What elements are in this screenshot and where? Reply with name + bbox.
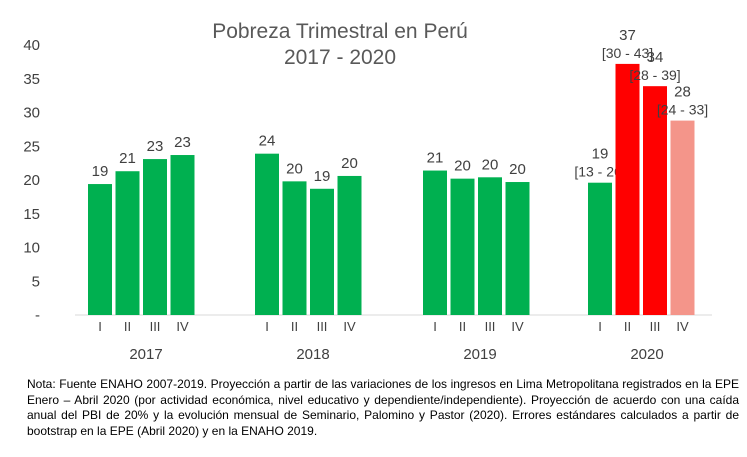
bar — [588, 182, 612, 315]
data-label: 20 — [286, 160, 303, 177]
quarter-label: I — [598, 319, 602, 334]
y-tick-label: 20 — [23, 172, 40, 189]
data-label: 24 — [259, 133, 276, 150]
bar — [282, 181, 307, 315]
y-tick-label: 40 — [23, 37, 40, 54]
data-label: 19 — [592, 146, 609, 163]
data-label: 34 — [647, 49, 664, 66]
chart-title: Pobreza Trimestral en Perú — [212, 20, 468, 43]
data-label: 21 — [427, 150, 444, 167]
bar — [643, 86, 667, 315]
bar — [115, 171, 140, 315]
year-label: 2019 — [463, 346, 496, 363]
data-label: 21 — [119, 150, 136, 167]
bar — [88, 184, 112, 315]
quarter-label: III — [485, 319, 496, 334]
data-label: 19 — [314, 168, 331, 185]
data-label: 37 — [619, 27, 636, 44]
data-label: 23 — [174, 134, 191, 151]
data-label: 20 — [509, 161, 526, 178]
error-range-label: [24 - 33] — [657, 102, 708, 118]
quarter-label: I — [433, 319, 437, 334]
bar — [255, 153, 279, 315]
bar — [615, 63, 640, 316]
y-tick-label: 15 — [23, 206, 40, 223]
y-tick-label: 5 — [32, 273, 40, 290]
quarter-label: III — [317, 319, 328, 334]
data-label: 20 — [482, 156, 499, 173]
error-range-label: [28 - 39] — [629, 67, 680, 83]
year-label: 2020 — [630, 346, 663, 363]
y-tick-label: 25 — [23, 138, 40, 155]
quarter-label: II — [291, 319, 298, 334]
quarter-label: IV — [176, 319, 189, 334]
bar — [337, 175, 362, 315]
error-range-label: [30 - 43] — [602, 45, 653, 61]
quarter-label: I — [265, 319, 269, 334]
quarter-label: III — [650, 319, 661, 334]
chart-subtitle: 2017 - 2020 — [283, 46, 397, 69]
data-label: 20 — [454, 158, 471, 175]
data-label: 19 — [92, 163, 109, 180]
y-tick-label: 35 — [23, 71, 40, 88]
poverty-bar-chart: -51015202530354019I21II23III23IV201724I2… — [23, 27, 712, 363]
bar — [450, 178, 475, 315]
y-tick-label: 10 — [23, 240, 40, 257]
data-label: 23 — [147, 138, 164, 155]
quarter-label: I — [98, 319, 102, 334]
bar — [310, 188, 334, 315]
error-range-label: [13 - 26] — [574, 164, 625, 180]
quarter-label: IV — [676, 319, 689, 334]
data-label: 28 — [674, 84, 691, 101]
bar — [170, 155, 195, 315]
quarter-label: IV — [343, 319, 356, 334]
y-tick-label: 30 — [23, 105, 40, 122]
footnote: Nota: Fuente ENAHO 2007-2019. Proyección… — [27, 377, 739, 438]
quarter-label: IV — [511, 319, 524, 334]
bar — [670, 120, 695, 315]
bar — [143, 159, 167, 315]
bar — [505, 182, 530, 315]
bar — [478, 177, 502, 315]
data-label: 20 — [341, 155, 358, 172]
year-label: 2017 — [129, 346, 162, 363]
year-label: 2018 — [296, 346, 329, 363]
quarter-label: III — [150, 319, 161, 334]
bar — [423, 170, 447, 315]
quarter-label: II — [124, 319, 131, 334]
quarter-label: II — [624, 319, 631, 334]
quarter-label: II — [459, 319, 466, 334]
y-tick-label: - — [35, 307, 40, 324]
